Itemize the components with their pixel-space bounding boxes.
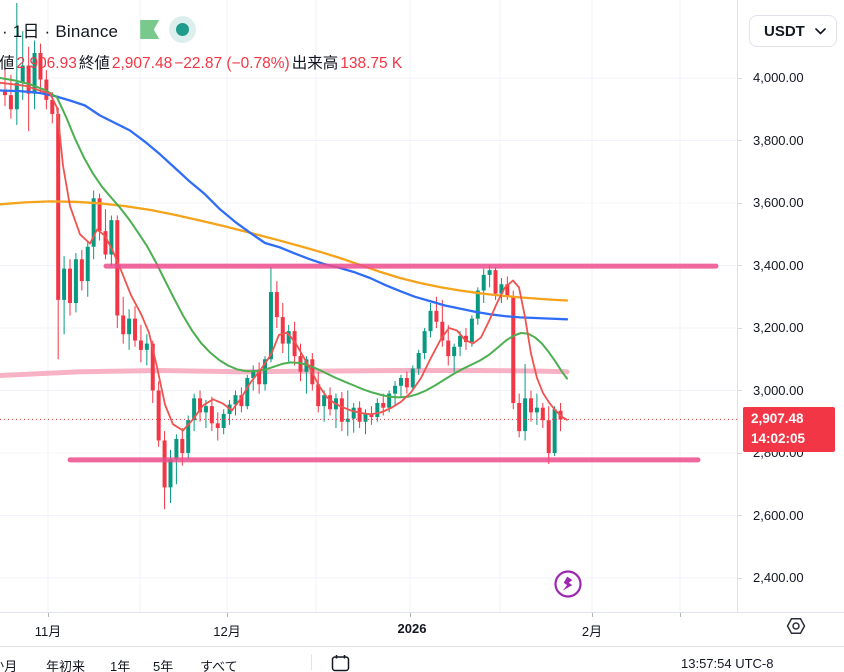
calendar-icon[interactable] xyxy=(331,654,350,672)
bottom-toolbar: 13:57:54 UTC-8 6か月 年初来 1年 5年 すべて xyxy=(0,646,844,672)
range-button-6か月[interactable]: 6か月 xyxy=(0,659,18,672)
time-axis-label: 2026 xyxy=(397,621,427,636)
price-tick xyxy=(738,77,742,79)
range-button-1年[interactable]: 1年 xyxy=(110,659,131,672)
symbol-title[interactable]: · 1日 · Binance xyxy=(2,22,119,41)
price-axis-label: 2,600.00 xyxy=(753,507,804,523)
time-axis-label: 12月 xyxy=(213,624,241,639)
price-axis-label: 3,800.00 xyxy=(753,132,804,148)
time-axis-label: 11月 xyxy=(34,624,62,639)
gridlines xyxy=(0,0,737,612)
time-tick xyxy=(227,613,228,617)
price-tick xyxy=(738,202,742,204)
last-price-label: 2,907.48 14:02:05 xyxy=(743,406,835,452)
time-tick xyxy=(48,613,49,617)
market-status-icon[interactable] xyxy=(169,16,197,43)
price-axis-label: 2,400.00 xyxy=(753,570,804,585)
ma-orange xyxy=(0,200,569,302)
low-value: 2,906.93 xyxy=(16,55,77,72)
ma-red xyxy=(0,81,568,432)
ma-green xyxy=(0,77,568,399)
change-value: −22.87 (−0.78%) xyxy=(174,55,290,72)
last-price-value: 2,907.48 xyxy=(751,411,804,427)
range-button-5年[interactable]: 5年 xyxy=(153,659,174,672)
time-tick xyxy=(680,613,681,617)
price-axis-label: 4,000.00 xyxy=(753,70,804,85)
currency-label: USDT xyxy=(764,22,805,40)
ohlc-row: 値 2,906.93 終値 2,907.48 −22.87 (−0.78%) 出来高 138… xyxy=(0,51,404,73)
price-tick xyxy=(738,140,742,141)
chevron-down-icon xyxy=(815,27,826,34)
flat-ma-band xyxy=(0,368,570,378)
price-tick xyxy=(738,515,742,516)
time-tick xyxy=(592,613,593,617)
range-button-年初来[interactable]: 年初来 xyxy=(46,659,86,672)
price-tick xyxy=(738,265,742,266)
trendlines[interactable] xyxy=(67,263,719,463)
price-axis-label: 3,400.00 xyxy=(753,257,804,273)
price-axis-label: 3,200.00 xyxy=(753,320,804,335)
candles-group xyxy=(3,3,563,510)
time-axis[interactable]: 11月 12月 2026 2月 xyxy=(0,612,844,646)
flag-icon[interactable] xyxy=(140,20,160,39)
session-clock[interactable]: 13:57:54 UTC-8 xyxy=(681,656,774,671)
price-tick xyxy=(738,577,742,579)
price-axis[interactable]: 4,000.00 3,800.00 3,600.00 3,400.00 3,200.00… xyxy=(737,0,844,612)
volume-value: 138.75 K xyxy=(340,55,403,72)
currency-dropdown[interactable]: USDT xyxy=(749,15,837,47)
candlestick-chart[interactable] xyxy=(0,0,737,612)
volume-label: 出来高 xyxy=(291,55,339,72)
price-tick xyxy=(738,327,742,329)
time-tick xyxy=(410,613,411,617)
close-value: 2,907.48 xyxy=(111,55,173,72)
lightning-button[interactable] xyxy=(553,569,583,599)
low-label: 値 xyxy=(0,55,15,72)
ma-blue xyxy=(0,89,569,321)
price-axis-label: 3,000.00 xyxy=(753,382,804,398)
price-tick xyxy=(738,452,742,454)
range-button-すべて[interactable]: すべて xyxy=(200,659,238,672)
price-tick xyxy=(738,390,742,391)
price-axis-label: 3,600.00 xyxy=(753,195,804,210)
axis-settings-icon[interactable] xyxy=(784,615,808,637)
time-axis-label: 2月 xyxy=(581,624,603,639)
close-label: 終値 xyxy=(78,55,110,72)
toolbar-divider xyxy=(311,654,312,670)
bar-countdown: 14:02:05 xyxy=(751,431,806,447)
status-dot xyxy=(176,23,190,36)
